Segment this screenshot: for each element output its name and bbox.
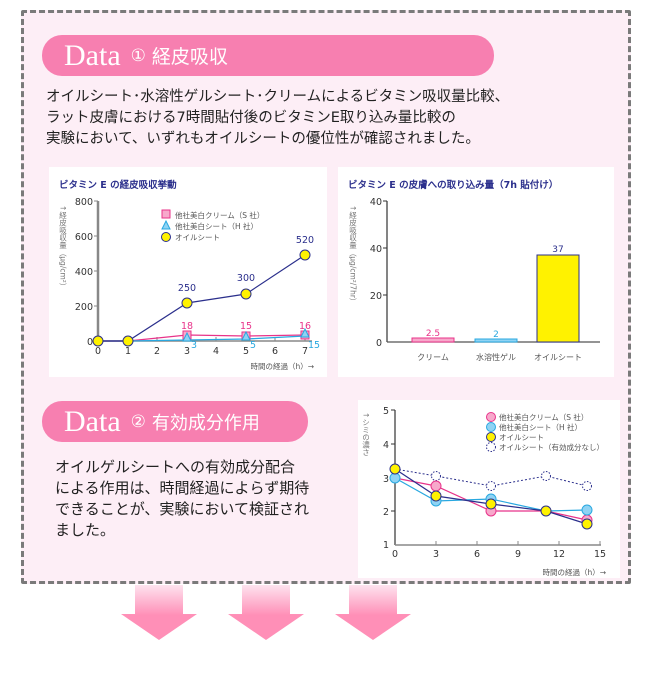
banner-title: 有効成分作用	[151, 412, 260, 434]
legend-label: 他社美白シート（H 社）	[175, 221, 258, 231]
y-tick: 5	[383, 406, 389, 417]
bar	[411, 337, 455, 343]
description-line: オイルゲルシートへの有効成分配合	[55, 458, 296, 476]
data-label: 5	[250, 340, 256, 351]
legend-yellow-circle-icon	[486, 432, 496, 442]
description-line: ラット皮膚における7時間貼付後のビタミンE取り込み量比較の	[46, 110, 456, 126]
legend-cyan-circle-icon	[486, 422, 496, 432]
y-axis-label: ↑経皮吸収量（μg/cm²/7hr）	[348, 205, 357, 305]
y-tick: 3	[383, 474, 389, 485]
x-tick: 4	[213, 346, 219, 357]
y-tick: 400	[75, 267, 93, 278]
chart-title: ビタミン E の経皮吸収挙動	[59, 180, 177, 191]
y-tick: 40	[370, 197, 382, 208]
description-line: 実験において、いずれもオイルシートの優位性が確認されました。	[46, 131, 480, 147]
x-tick: 1	[125, 346, 131, 357]
x-tick: 15	[594, 549, 606, 560]
section1-banner: Data ① 経皮吸収	[42, 35, 494, 76]
description-line: オイルシート･水溶性ゲルシート･クリームによるビタミン吸収量比較、	[46, 89, 510, 105]
y-tick: 4	[383, 440, 389, 451]
y-tick: 800	[75, 197, 93, 208]
x-tick: 3	[433, 549, 439, 560]
data-label: 16	[299, 321, 311, 332]
y-tick: 600	[75, 232, 93, 243]
x-tick: 0	[95, 346, 101, 357]
data-label: 300	[237, 273, 255, 284]
y-tick: 20	[370, 291, 382, 302]
legend-triangle-icon	[161, 219, 171, 230]
description-line: による作用は、時間経過によらず期待	[55, 479, 310, 497]
x-tick: 5	[243, 346, 249, 357]
x-tick: 2	[154, 346, 160, 357]
data-label: 250	[178, 283, 196, 294]
banner-number: ②	[130, 411, 146, 432]
y-tick: 0	[376, 338, 382, 349]
y-tick: 40	[370, 244, 382, 255]
y-axis-label: ↑経皮吸収量（μg/cm²）	[58, 205, 67, 290]
banner-title: 経皮吸収	[151, 46, 228, 68]
category-label: 水溶性ゲル	[476, 352, 516, 362]
data-label: 520	[296, 235, 314, 246]
x-tick: 0	[392, 549, 398, 560]
y-tick: 1	[383, 540, 389, 551]
section2-description: オイルゲルシートへの有効成分配合 による作用は、時間経過によらず期待 できること…	[55, 457, 340, 541]
bar	[536, 254, 580, 343]
down-arrows	[121, 585, 411, 640]
x-tick: 9	[515, 549, 521, 560]
data-label: 15	[308, 340, 320, 351]
data-label: 18	[181, 321, 193, 332]
legend-label: 他社美白クリーム（S 社）	[175, 210, 264, 220]
legend-label: オイルシート	[175, 233, 220, 242]
data-label: 15	[240, 321, 252, 332]
y-axis-label: ↑シミの濃さ	[361, 412, 370, 456]
down-arrow-icon	[121, 585, 197, 640]
banner-number: ①	[130, 45, 146, 66]
category-label: オイルシート	[534, 353, 582, 362]
bar-value: 37	[552, 245, 563, 255]
x-tick: 6	[272, 346, 278, 357]
y-tick: 200	[75, 302, 93, 313]
x-tick: 12	[553, 549, 565, 560]
down-arrow-icon	[228, 585, 304, 640]
section2-banner: Data ② 有効成分作用	[42, 401, 308, 442]
legend-label: 他社美白クリーム（S 社）	[499, 412, 588, 422]
bar-value: 2.5	[426, 329, 440, 339]
description-line: できることが、実験において検証され	[55, 500, 309, 518]
legend-dashed-circle-icon	[486, 442, 496, 452]
x-axis-label: 時間の経過（h）→	[250, 361, 314, 371]
line-chart-spot-darkness: ↑シミの濃さ 5 4 3 2 1 0 3 6 9 12 15 時間の経過（h）→	[358, 400, 620, 578]
legend-circle-icon	[161, 232, 171, 242]
y-tick: 0	[87, 337, 93, 348]
legend-label: 他社美白シート（H 社）	[499, 422, 582, 432]
line-chart-absorption: ビタミン E の経皮吸収挙動 ↑経皮吸収量（μg/cm²） 800 600 40…	[49, 167, 327, 377]
chart-title: ビタミン E の皮膚への取り込み量（7h 貼付け）	[348, 180, 559, 191]
bar	[474, 338, 518, 343]
bar-chart-uptake: ビタミン E の皮膚への取り込み量（7h 貼付け） ↑経皮吸収量（μg/cm²/…	[338, 167, 614, 377]
legend-pink-circle-icon	[486, 412, 496, 422]
description-line: ました。	[55, 521, 116, 539]
banner-data-word: Data	[64, 38, 121, 72]
x-axis-label: 時間の経過（h）→	[542, 567, 606, 577]
legend-label: オイルシート（有効成分なし）	[499, 442, 604, 452]
y-tick: 2	[383, 507, 389, 518]
x-tick: 7	[302, 346, 308, 357]
section1-description: オイルシート･水溶性ゲルシート･クリームによるビタミン吸収量比較、 ラット皮膚に…	[46, 87, 626, 150]
banner-data-word: Data	[64, 404, 121, 438]
x-tick: 6	[474, 549, 480, 560]
data-label: 3	[191, 340, 197, 351]
down-arrow-icon	[335, 585, 411, 640]
legend-square-icon	[161, 209, 171, 219]
bar-value: 2	[493, 330, 499, 340]
category-label: クリーム	[417, 353, 449, 362]
x-tick: 3	[184, 346, 190, 357]
legend-label: オイルシート	[499, 433, 544, 442]
